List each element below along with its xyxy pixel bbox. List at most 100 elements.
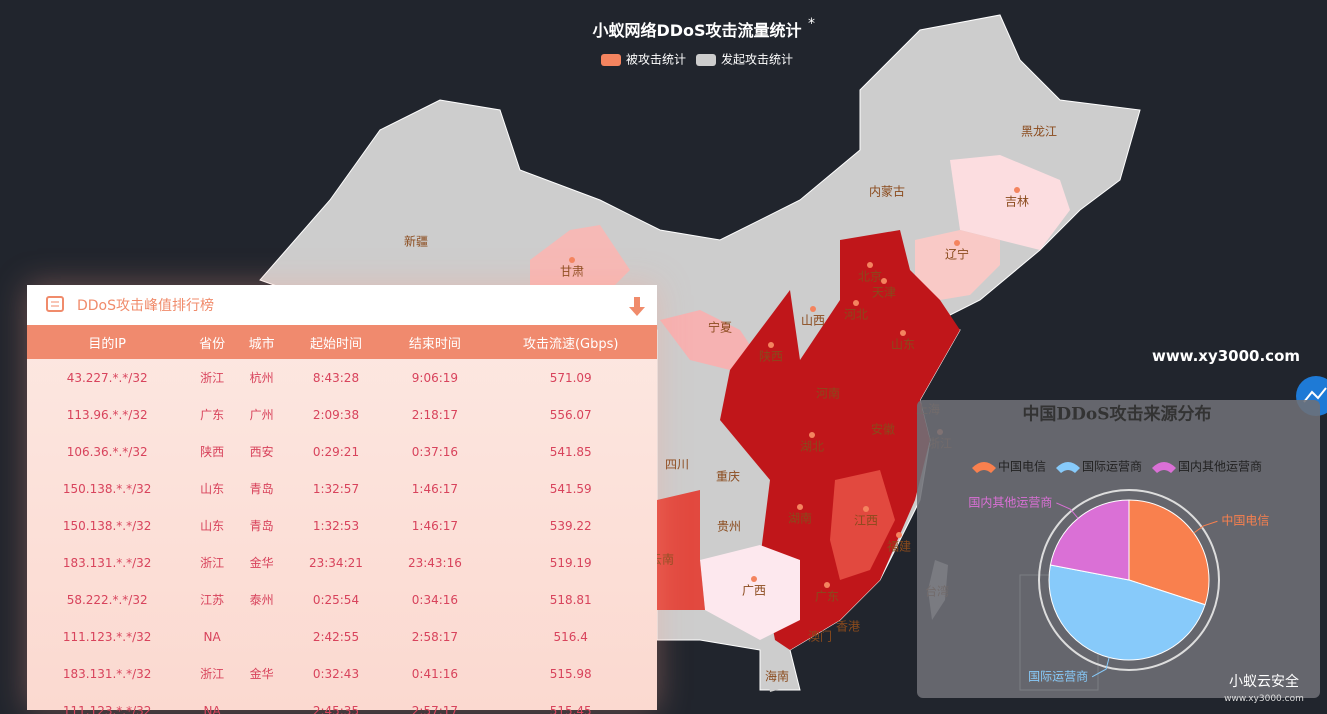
table-cell: 515.98: [549, 666, 592, 681]
table-cell: 2:18:17: [411, 407, 459, 422]
province-label: 广西: [742, 584, 766, 598]
legend-item[interactable]: 发起攻击统计: [721, 52, 793, 67]
province-label: 辽宁: [945, 247, 969, 262]
site-url: www.xy3000.com: [1152, 347, 1300, 365]
table-cell: 杭州: [249, 371, 274, 385]
table-cell: 西安: [249, 445, 274, 459]
table-cell: 518.81: [549, 592, 592, 607]
province-label: 北京: [858, 270, 882, 284]
column-header: 城市: [236, 325, 287, 359]
province-label: 澳门: [808, 629, 832, 644]
header-row: 目的IP 省份 城市 起始时间 结束时间 攻击流速(Gbps): [27, 325, 657, 359]
province-label: 四川: [665, 458, 689, 472]
table-row: 183.131.*.*/32 浙江 金华 23:34:21 23:43:16 519.19: [27, 544, 657, 581]
table-row: 150.138.*.*/32 山东 青岛 1:32:53 1:46:17 539.22: [27, 507, 657, 544]
table-cell: 106.36.*.*/32: [66, 444, 148, 459]
table-cell: 广州: [249, 408, 274, 422]
table-cell: 43.227.*.*/32: [66, 370, 148, 385]
table-cell: NA: [203, 629, 221, 644]
province-label: 贵州: [717, 520, 741, 534]
table-cell: 青岛: [249, 482, 274, 496]
chart-icon: [1303, 387, 1327, 403]
table-cell: 陕西: [200, 445, 225, 459]
download-icon[interactable]: [627, 295, 647, 319]
province-label: 山西: [801, 314, 825, 328]
table-cell: 183.131.*.*/32: [62, 666, 152, 681]
table-cell: 183.131.*.*/32: [62, 555, 152, 570]
table-cell: 150.138.*.*/32: [62, 518, 152, 533]
province-dot: [853, 300, 859, 306]
table-row: 58.222.*.*/32 江苏 泰州 0:25:54 0:34:16 518.81: [27, 581, 657, 618]
ranking-title: DDoS攻击峰值排行榜: [77, 298, 215, 314]
province-label: 湖北: [800, 439, 824, 454]
province-label: 宁夏: [708, 320, 732, 335]
province-label: 吉林: [1005, 195, 1029, 209]
table-cell: 23:34:21: [308, 555, 363, 570]
table-cell: 519.19: [549, 555, 592, 570]
table-cell: 9:06:19: [411, 370, 459, 385]
province-label: 安徽: [871, 422, 895, 437]
table-cell: 539.22: [549, 518, 592, 533]
table-cell: 江苏: [200, 593, 225, 607]
table-cell: 2:09:38: [312, 407, 360, 422]
table-cell: 浙江: [200, 556, 225, 570]
column-header: 省份: [187, 325, 237, 359]
table-cell: 571.09: [549, 370, 592, 385]
province-dot: [900, 330, 906, 336]
table-cell: 2:58:17: [411, 629, 459, 644]
ranking-header: DDoS攻击峰值排行榜: [27, 285, 657, 325]
province-dot: [863, 506, 869, 512]
region-light: [915, 230, 1000, 300]
province-dot: [810, 306, 816, 312]
province-dot: [896, 532, 902, 538]
province-label: 陕西: [759, 349, 783, 364]
source-panel: [917, 400, 1320, 698]
table-cell: 515.45: [549, 703, 592, 714]
province-label: 广东: [815, 590, 839, 604]
region-light: [950, 155, 1070, 250]
legend-swatch[interactable]: [601, 54, 621, 66]
table-cell: 1:32:57: [312, 481, 360, 496]
table-cell: 516.4: [553, 629, 588, 644]
table-cell: 58.222.*.*/32: [66, 592, 148, 607]
table-cell: 1:46:17: [411, 518, 459, 533]
region-mid: [657, 490, 705, 610]
column-header: 结束时间: [385, 325, 485, 359]
province-dot: [569, 257, 575, 263]
province-label: 湖南: [788, 511, 812, 526]
table-row: 43.227.*.*/32 浙江 杭州 8:43:28 9:06:19 571.09: [27, 359, 657, 396]
column-header: 攻击流速(Gbps): [484, 325, 657, 359]
table-cell: 541.85: [549, 444, 592, 459]
table-cell: 23:43:16: [407, 555, 462, 570]
region-mid: [830, 470, 895, 580]
table-cell: 111.123.*.*/32: [62, 629, 152, 644]
table-cell: 山东: [200, 482, 225, 496]
table-cell: 2:45:35: [312, 703, 360, 714]
legend-item[interactable]: 被攻击统计: [626, 53, 686, 67]
table-cell: 1:46:17: [411, 481, 459, 496]
table-cell: 0:32:43: [312, 666, 360, 681]
province-label: 黑龙江: [1021, 125, 1057, 139]
region-pale: [700, 545, 800, 640]
hainan: [765, 660, 795, 692]
province-dot: [824, 582, 830, 588]
province-dot: [954, 240, 960, 246]
table-cell: 541.59: [549, 481, 592, 496]
title-mark: *: [808, 16, 815, 32]
region-red: [720, 230, 960, 650]
table-cell: 广东: [200, 408, 225, 422]
table-cell: 556.07: [549, 407, 592, 422]
column-header: 起始时间: [286, 325, 386, 359]
province-dot: [768, 342, 774, 348]
table-cell: 111.123.*.*/32: [62, 703, 152, 714]
table-cell: 2:57:17: [411, 703, 459, 714]
ranking-table: 目的IP 省份 城市 起始时间 结束时间 攻击流速(Gbps) 43.227.*.*/32 浙…: [27, 325, 657, 714]
table-cell: 0:29:21: [312, 444, 360, 459]
table-row: 111.123.*.*/32 NA 2:42:55 2:58:17 516.4: [27, 618, 657, 655]
province-label: 海南: [765, 669, 789, 684]
province-label: 新疆: [404, 234, 428, 249]
province-dot: [797, 504, 803, 510]
province-dot: [751, 576, 757, 582]
legend-swatch[interactable]: [696, 54, 716, 66]
table-cell: 8:43:28: [312, 370, 360, 385]
